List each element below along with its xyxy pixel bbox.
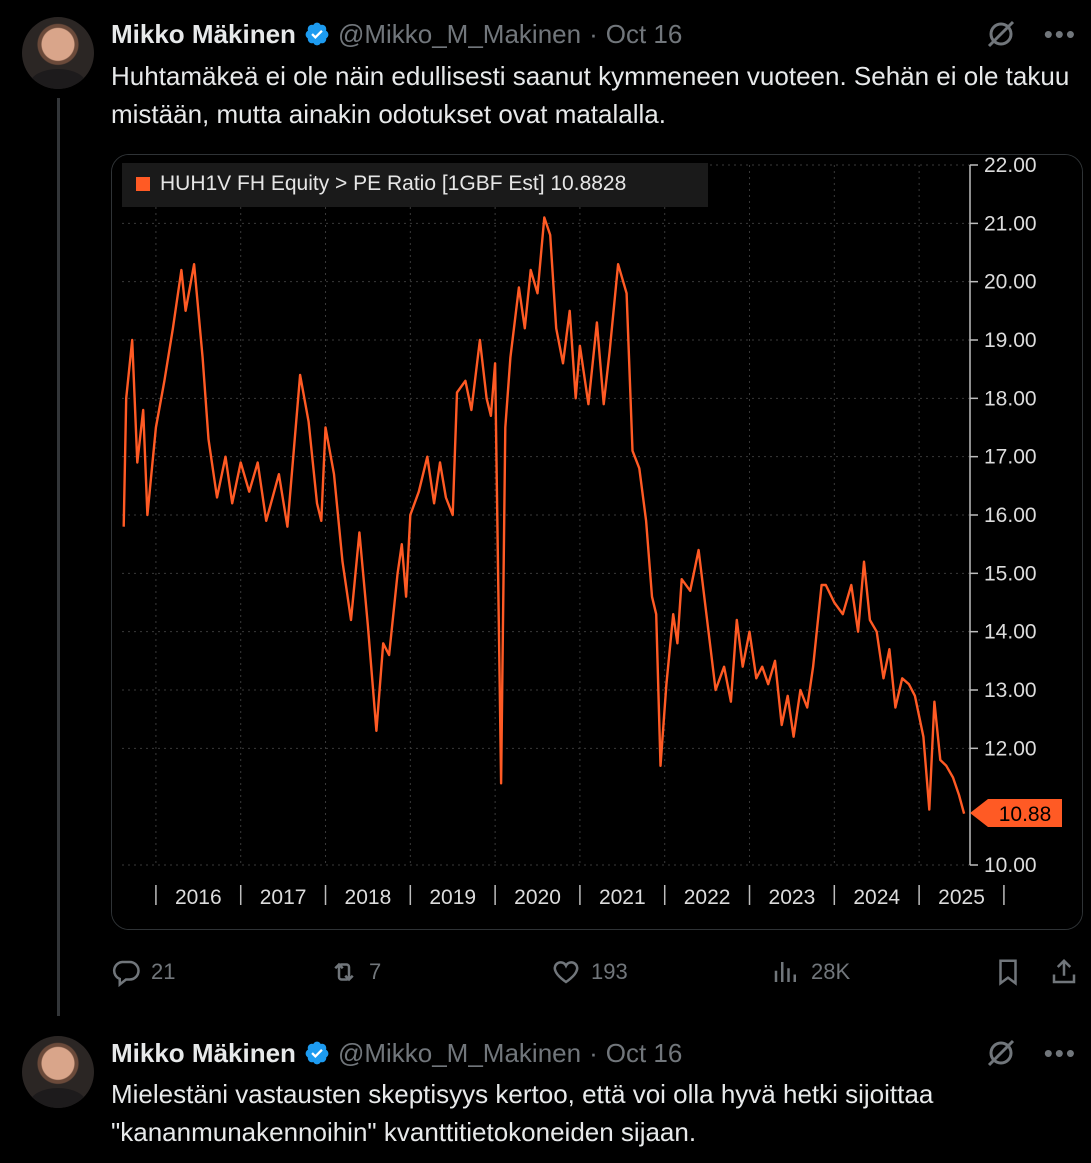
reply-button[interactable]: 21	[111, 952, 175, 992]
x-tick-label: 2022	[684, 886, 731, 909]
x-tick-label: 2017	[260, 886, 307, 909]
author-handle[interactable]: @Mikko_M_Makinen	[337, 18, 582, 49]
like-count: 193	[591, 959, 628, 984]
x-tick-label: 2021	[599, 886, 646, 909]
y-tick-label: 15.00	[984, 562, 1037, 585]
repost-count: 7	[369, 959, 382, 984]
separator-dot: ·	[589, 18, 598, 49]
y-tick-label: 10.00	[984, 854, 1037, 877]
post-top-actions: •••	[984, 1036, 1077, 1070]
post-date[interactable]: Oct 16	[605, 1037, 683, 1068]
bookmark-icon	[999, 959, 1017, 986]
avatar[interactable]	[22, 17, 94, 89]
views-count: 28K	[811, 959, 851, 984]
chart-grid	[122, 164, 970, 866]
x-axis: 2016 2017 2018 2019 2020 2021 2022 2023 2024 2025	[155, 885, 1005, 909]
y-tick-label: 18.00	[984, 387, 1037, 410]
author-handle[interactable]: @Mikko_M_Makinen	[337, 1037, 582, 1068]
post-header: Mikko Mäkinen @Mikko_M_Makinen · Oct 16	[111, 1036, 682, 1070]
more-icon[interactable]: •••	[1043, 1038, 1077, 1068]
y-tick-label: 13.00	[984, 679, 1037, 702]
pe-ratio-chart: HUH1V FH Equity > PE Ratio [1GBF Est] 10…	[112, 155, 1082, 929]
post-text: Huhtamäkeä ei ole näin edullisesti saanu…	[111, 61, 1070, 129]
verified-badge-icon[interactable]	[304, 21, 330, 47]
post-header: Mikko Mäkinen @Mikko_M_Makinen · Oct 16	[111, 17, 682, 51]
x-tick-label: 2016	[175, 886, 222, 909]
views-button[interactable]: 28K	[771, 952, 850, 992]
y-tick-label: 16.00	[984, 504, 1037, 527]
repost-icon	[334, 962, 354, 982]
y-tick-label: 20.00	[984, 271, 1037, 294]
y-tick-label: 21.00	[984, 212, 1037, 235]
like-icon	[553, 961, 579, 984]
y-tick-label: 14.00	[984, 621, 1037, 644]
pe-ratio-series-line	[122, 216, 966, 815]
x-tick-label: 2023	[769, 886, 816, 909]
y-tick-label: 19.00	[984, 329, 1037, 352]
author-name[interactable]: Mikko Mäkinen	[111, 18, 296, 49]
post-media-chart[interactable]: HUH1V FH Equity > PE Ratio [1GBF Est] 10…	[111, 154, 1083, 930]
x-tick-label: 2025	[938, 886, 985, 909]
thread-line	[57, 98, 60, 1016]
share-icon	[1052, 958, 1076, 984]
last-value-marker: 10.88	[970, 799, 1062, 827]
like-button[interactable]: 193	[551, 952, 628, 992]
legend-swatch	[136, 177, 150, 191]
y-tick-label: 17.00	[984, 446, 1037, 469]
separator-dot: ·	[589, 1037, 598, 1068]
share-button[interactable]	[1049, 952, 1079, 992]
y-tick-label: 22.00	[984, 155, 1037, 177]
x-tick-label: 2020	[514, 886, 561, 909]
grok-icon[interactable]	[984, 17, 1018, 51]
reply-icon	[112, 960, 140, 987]
chart-legend: HUH1V FH Equity > PE Ratio [1GBF Est] 10…	[122, 163, 708, 207]
more-icon[interactable]: •••	[1043, 19, 1077, 49]
post-text: Mielestäni vastausten skeptisyys kertoo,…	[111, 1079, 934, 1147]
grok-icon[interactable]	[984, 1036, 1018, 1070]
post-top-actions: •••	[984, 17, 1077, 51]
views-icon	[774, 962, 796, 982]
x-tick-label: 2024	[853, 886, 900, 909]
y-axis: 22.00 21.00 20.00 19.00 18.00 17.00 16.00 15.00…	[969, 155, 1037, 877]
author-name[interactable]: Mikko Mäkinen	[111, 1037, 296, 1068]
legend-text: HUH1V FH Equity > PE Ratio [1GBF Est] 10…	[160, 172, 626, 195]
bookmark-button[interactable]	[993, 952, 1023, 992]
x-tick-label: 2018	[345, 886, 392, 909]
avatar[interactable]	[22, 1036, 94, 1108]
repost-button[interactable]: 7	[329, 952, 381, 992]
last-value-label: 10.88	[999, 803, 1052, 826]
reply-count: 21	[151, 959, 176, 984]
y-tick-label: 12.00	[984, 737, 1037, 760]
x-tick-label: 2019	[429, 886, 476, 909]
verified-badge-icon[interactable]	[304, 1040, 330, 1066]
post-date[interactable]: Oct 16	[605, 18, 683, 49]
post-action-bar: 21 7 193 28K	[111, 952, 1081, 992]
